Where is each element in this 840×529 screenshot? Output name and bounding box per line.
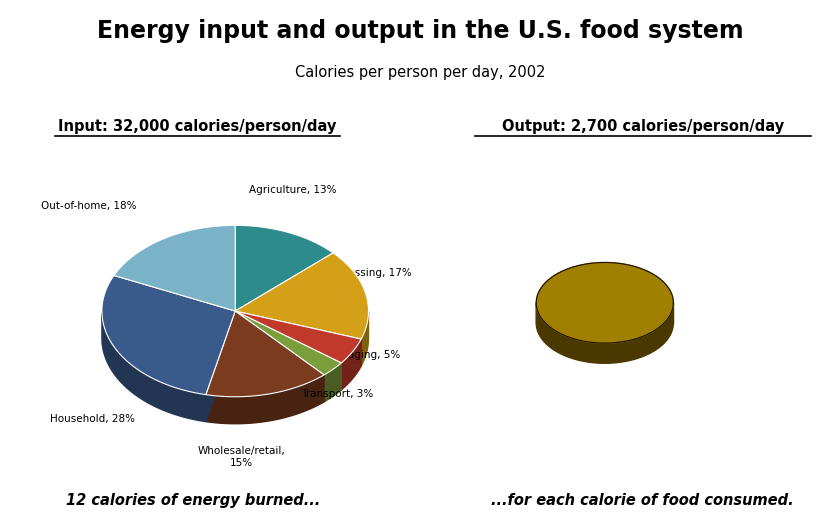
- Polygon shape: [114, 225, 235, 311]
- Polygon shape: [235, 225, 333, 311]
- Text: Input: 32,000 calories/person/day: Input: 32,000 calories/person/day: [58, 119, 337, 134]
- Polygon shape: [235, 311, 361, 363]
- Text: Energy input and output in the U.S. food system: Energy input and output in the U.S. food…: [97, 19, 743, 42]
- Polygon shape: [235, 311, 324, 402]
- Text: Agriculture, 13%: Agriculture, 13%: [249, 186, 336, 195]
- Polygon shape: [206, 311, 324, 397]
- Polygon shape: [206, 375, 324, 424]
- Polygon shape: [235, 311, 361, 366]
- Text: ...for each calorie of food consumed.: ...for each calorie of food consumed.: [491, 493, 794, 508]
- Polygon shape: [324, 363, 341, 402]
- Polygon shape: [536, 303, 674, 363]
- Text: Processing, 17%: Processing, 17%: [326, 268, 412, 278]
- Polygon shape: [235, 311, 361, 366]
- Text: Out-of-home, 18%: Out-of-home, 18%: [41, 202, 137, 211]
- Polygon shape: [102, 313, 206, 422]
- Polygon shape: [235, 311, 341, 390]
- Text: Packaging, 5%: Packaging, 5%: [324, 351, 401, 360]
- Polygon shape: [235, 311, 341, 375]
- Text: Output: 2,700 calories/person/day: Output: 2,700 calories/person/day: [501, 119, 784, 134]
- Polygon shape: [235, 311, 324, 402]
- Polygon shape: [235, 311, 341, 390]
- Text: Household, 28%: Household, 28%: [50, 414, 135, 424]
- Polygon shape: [536, 262, 674, 343]
- Polygon shape: [206, 311, 235, 422]
- Polygon shape: [102, 276, 235, 395]
- Text: Transport, 3%: Transport, 3%: [301, 389, 373, 398]
- Polygon shape: [206, 311, 235, 422]
- Polygon shape: [361, 312, 369, 366]
- Text: Wholesale/retail,
15%: Wholesale/retail, 15%: [197, 446, 286, 468]
- Text: 12 calories of energy burned...: 12 calories of energy burned...: [66, 493, 320, 508]
- Text: Calories per person per day, 2002: Calories per person per day, 2002: [295, 65, 545, 79]
- Polygon shape: [341, 339, 361, 390]
- Polygon shape: [235, 253, 369, 339]
